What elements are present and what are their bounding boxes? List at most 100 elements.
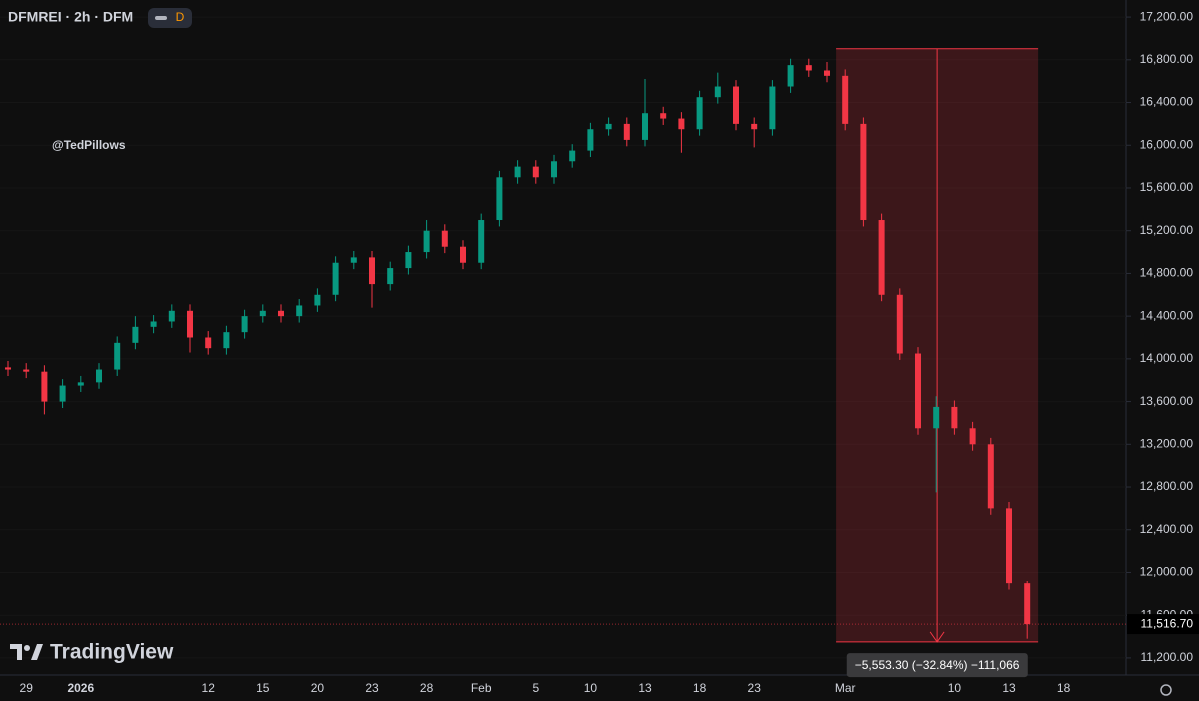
candle-body [896,294,903,354]
candle-body [369,257,375,285]
logo-shape [31,644,43,660]
candle-body [296,305,303,317]
candle-body [405,252,412,269]
logo: TradingView [50,641,174,664]
candle-body [259,310,266,317]
candle-body [1006,508,1012,584]
candle-body [842,75,849,124]
candle-body [733,86,739,124]
candle-body [860,123,867,221]
x-tick-label: 13 [638,681,652,695]
measure-arrowhead [929,631,945,643]
candle-body [696,97,703,130]
x-tick-label: 23 [365,681,379,695]
candle-body [278,310,284,317]
x-tick-label: Mar [835,681,856,695]
candle-body [23,369,30,372]
x-tick-label: 28 [420,681,434,695]
candle-body [441,230,448,247]
logo-icon [10,644,43,660]
candle-body [787,65,794,87]
y-tick-label: 11,200.00 [1141,650,1194,664]
x-tick-label: 10 [948,681,962,695]
candle-body [751,123,758,130]
candle-body [605,123,612,130]
y-tick-label: 15,600.00 [1140,180,1194,194]
candle-body [678,118,685,130]
y-tick-label: 13,200.00 [1140,436,1194,450]
logo-shape [10,644,22,660]
candle-body [951,406,958,429]
candle-body [514,166,521,178]
candle-body [569,150,576,162]
candle-body [423,230,430,253]
x-tick-label: Feb [471,681,492,695]
x-tick-label: 5 [532,681,539,695]
last-price-label: 11,516.70 [1141,616,1194,630]
x-tick-label: 10 [584,681,598,695]
settings-icon[interactable] [1160,684,1172,696]
measure-label-box [846,653,1028,678]
badge: D [176,10,185,24]
y-tick-label: 17,200.00 [1140,9,1194,23]
candle-body [187,310,193,338]
plot-area [0,16,1126,659]
candle-body [332,262,339,295]
y-tick-label: 16,000.00 [1140,137,1194,151]
candle-body [478,220,485,263]
candle-body [132,326,139,343]
x-tick-label: 18 [693,681,707,695]
x-tick-label: 20 [311,681,325,695]
x-tick-label: 23 [748,681,762,695]
candle-body [1024,583,1031,625]
symbol-title: DFMREI · 2h · DFM [8,9,133,25]
y-tick-label: 16,400.00 [1140,95,1194,109]
x-tick-label: 29 [20,681,34,695]
x-tick-label: 13 [1002,681,1016,695]
candle-body [769,86,776,130]
candle-body [205,337,212,349]
candle-body [551,161,557,178]
candle-body [223,332,230,349]
y-tick-label: 15,200.00 [1140,223,1194,237]
candle-body [168,310,175,322]
watermark: @TedPillows [52,138,126,152]
candle-body [587,129,594,151]
x-tick-label: 18 [1057,681,1071,695]
measure-label: −5,553.30 (−32.84%) −111,066 [855,658,1020,672]
candle-body [387,268,394,285]
candle-body [460,246,466,263]
candle-body [314,294,321,306]
candle-body [350,257,357,263]
candle-body [933,406,940,429]
candle-body [5,367,11,370]
y-tick-label: 14,000.00 [1140,351,1194,365]
candle-body [150,321,157,327]
badge-toggle [155,16,167,20]
candle-body [824,70,830,76]
y-tick-label: 12,400.00 [1140,522,1194,536]
candle-body [96,369,102,383]
candle-body [623,123,630,140]
candle-body [59,385,66,402]
candle-body [642,113,648,140]
candle-body [987,444,994,509]
candle-body [915,353,921,429]
candle-body [660,113,667,119]
x-tick-label: 2026 [67,681,94,695]
candle-body [969,428,976,445]
candle-body [532,166,539,178]
candle-body [496,177,503,221]
y-tick-label: 12,800.00 [1140,479,1194,493]
y-tick-label: 13,600.00 [1140,394,1194,408]
candle-body [241,316,248,333]
y-tick-label: 14,400.00 [1140,308,1194,322]
candle-body [878,220,885,295]
last-price-box [1127,614,1199,635]
y-tick-label: 16,800.00 [1140,52,1194,66]
badge-box[interactable] [148,8,192,28]
x-tick-label: 15 [256,681,270,695]
x-tick-label: 12 [202,681,216,695]
